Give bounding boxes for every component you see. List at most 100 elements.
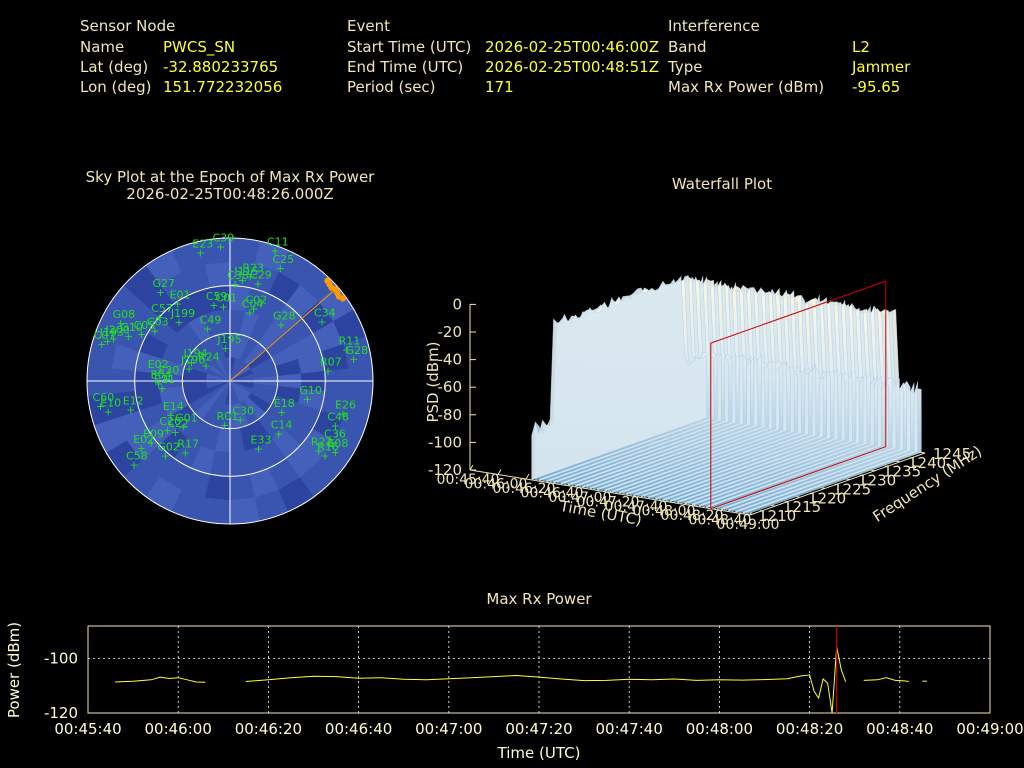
sky-texture-block <box>278 477 315 512</box>
maxpower-x-tick-label: 00:47:40 <box>596 720 663 738</box>
sat-label: E11 <box>154 373 175 386</box>
sat-marker: + <box>238 274 247 287</box>
maxpower-x-tick-label: 00:46:20 <box>235 720 302 738</box>
sky-texture-block <box>230 369 253 381</box>
sat-label: E01 <box>170 288 191 301</box>
sat-label: G01 <box>175 411 198 424</box>
sat-label: J195 <box>216 333 241 346</box>
sky-texture-block <box>93 417 127 453</box>
sky-texture-block <box>147 416 177 445</box>
sat-marker: + <box>331 420 340 433</box>
sky-texture-block <box>230 404 240 429</box>
sky-texture-block <box>239 424 260 451</box>
sat-label: R16 <box>317 440 339 453</box>
sat-label: C01 <box>215 292 237 305</box>
skyplot-title: Sky Plot at the Epoch of Max Rx Power <box>85 168 375 186</box>
waterfall-freq-axis <box>749 452 926 516</box>
sky-texture-block <box>182 366 208 379</box>
sat-marker: + <box>174 316 183 329</box>
sat-label: C60 <box>93 391 115 404</box>
sat-marker: + <box>173 297 182 310</box>
sat-label: E10 <box>100 396 121 409</box>
sat-marker: + <box>161 449 170 462</box>
waterfall-x-tick-label: 00:47:00 <box>549 490 612 506</box>
waterfall-x-tick-label: 00:48:40 <box>689 513 752 529</box>
interference-power-value: -95.65 <box>852 78 901 96</box>
sat-label: E14 <box>163 400 184 413</box>
maxpower-x-tick-label: 00:47:20 <box>505 720 572 738</box>
sky-texture-block <box>244 396 266 420</box>
sat-marker: + <box>349 353 358 366</box>
skyplot-subtitle: 2026-02-25T00:48:26.000Z <box>126 185 334 203</box>
sky-texture-block <box>230 381 248 401</box>
sat-marker: + <box>147 437 156 450</box>
event-period-value: 171 <box>485 78 514 96</box>
sky-texture-block <box>272 428 301 459</box>
sat-label: C34 <box>314 306 336 319</box>
sky-texture-block <box>135 388 162 411</box>
sat-marker: + <box>184 362 193 375</box>
sat-marker: + <box>219 301 228 314</box>
sky-texture-block <box>220 333 230 358</box>
sat-marker: + <box>155 311 164 324</box>
sky-texture-block <box>254 241 289 273</box>
waterfall-z-tick-label: -80 <box>438 406 463 424</box>
sat-marker: + <box>209 299 218 312</box>
sat-marker: + <box>249 302 258 315</box>
waterfall-x-tick-label: 00:45:40 <box>437 472 500 488</box>
sky-texture-block <box>230 357 235 381</box>
sat-marker: + <box>321 449 330 462</box>
sat-marker: + <box>246 271 255 284</box>
sat-marker: + <box>129 458 138 471</box>
sky-texture-block <box>239 311 260 338</box>
event-end-value: 2026-02-25T00:48:51Z <box>485 58 659 76</box>
sky-texture-block <box>194 396 216 420</box>
interference-type-value: Jammer <box>852 58 911 76</box>
sat-marker: + <box>317 315 326 328</box>
sky-texture-block <box>268 272 301 304</box>
sky-texture-block <box>207 381 230 393</box>
sky-texture-block <box>215 427 230 453</box>
sat-label: C14 <box>271 418 293 431</box>
sat-marker: + <box>181 446 190 459</box>
sat-label: C07 <box>94 329 116 342</box>
sat-marker: + <box>314 444 323 457</box>
sat-label: G28 <box>273 309 296 322</box>
waterfall-y-tick-label: 1220 <box>808 489 846 507</box>
waterfall-z-tick-label: -20 <box>438 323 463 341</box>
sat-label: R01 <box>217 410 239 423</box>
sensor-name-value: PWCS_SN <box>163 38 236 56</box>
sat-marker: + <box>254 442 263 455</box>
sat-marker: + <box>276 262 285 275</box>
maxpower-y-tick-label: -120 <box>44 704 78 722</box>
sky-texture-block <box>205 261 230 288</box>
sat-label: C22 <box>167 417 189 430</box>
sky-texture-block <box>158 385 185 404</box>
sky-texture-block <box>159 428 188 459</box>
sat-label: C57 <box>151 302 173 315</box>
waterfall-x-tick-label: 00:48:00 <box>633 504 696 520</box>
sat-marker: + <box>342 344 351 357</box>
maxpower-series-line <box>245 646 847 714</box>
maxpower-series-line <box>863 677 909 682</box>
sat-marker: + <box>97 338 106 351</box>
waterfall-x-tick <box>497 469 502 475</box>
sensor-lat-value: -32.880233765 <box>163 58 279 76</box>
sat-label: G10 <box>120 321 143 334</box>
sky-texture-block <box>300 428 334 461</box>
sat-label: J193 <box>99 326 124 339</box>
sat-marker: + <box>303 393 312 406</box>
jammer-marker <box>339 295 347 302</box>
waterfall-title: Waterfall Plot <box>671 175 773 193</box>
sky-texture-block <box>320 344 349 372</box>
interference-band-label: Band <box>668 38 707 56</box>
sat-marker: + <box>154 377 163 390</box>
sky-texture-block <box>234 334 250 360</box>
sat-label: C39 <box>213 231 235 244</box>
waterfall-x-tick-label: 00:47:20 <box>577 495 640 511</box>
sky-texture-block <box>212 381 230 401</box>
sky-texture-block <box>291 333 321 359</box>
sat-marker: + <box>151 367 160 380</box>
sat-label: C58 <box>126 449 148 462</box>
